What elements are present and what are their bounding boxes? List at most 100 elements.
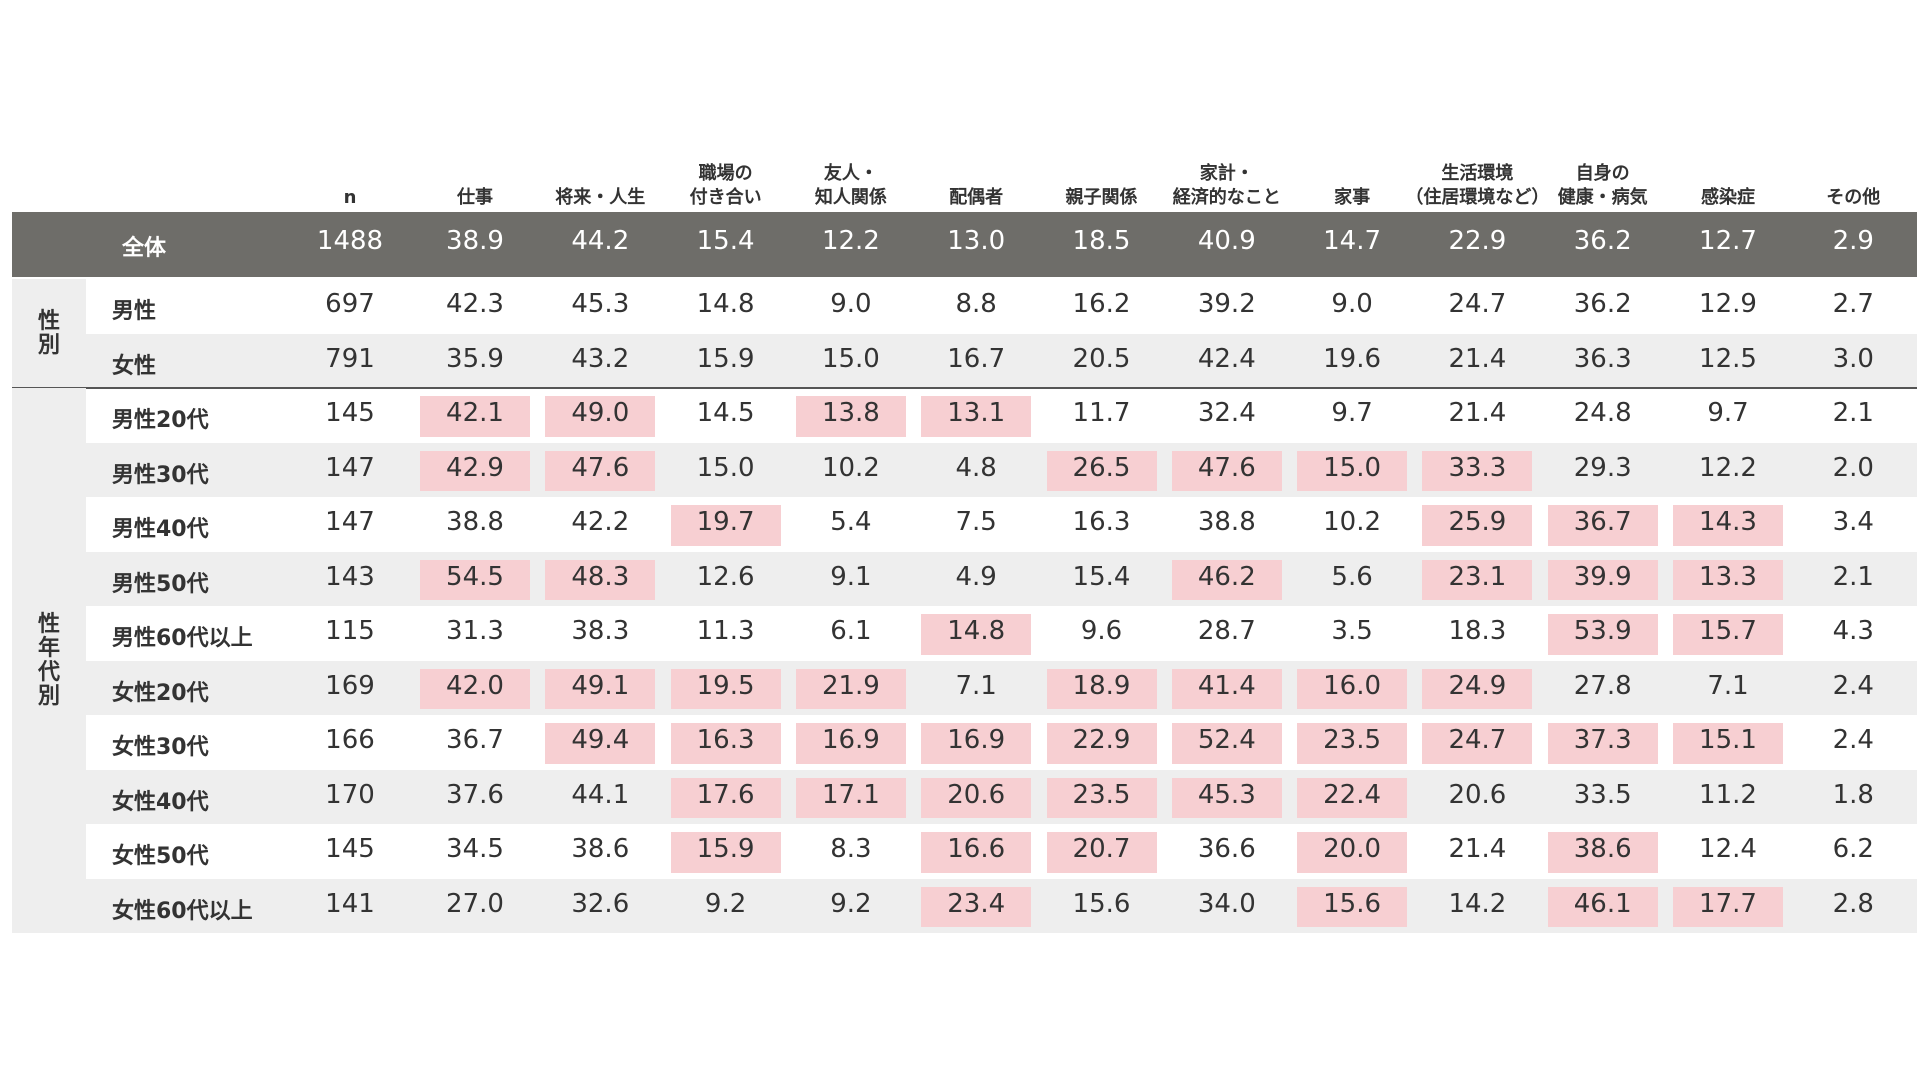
cell-value: 20.5 (1072, 343, 1131, 374)
highlight-cell (795, 396, 906, 437)
cell-value: 20.0 (1323, 834, 1382, 864)
row-n: 141 (325, 888, 375, 919)
total-value: 22.9 (1448, 226, 1507, 256)
cell-value: 15.7 (1699, 616, 1757, 646)
cell-value: 19.6 (1323, 343, 1382, 374)
highlight-cell (545, 450, 656, 491)
column-header: 親子関係 (1065, 187, 1138, 208)
highlight-cell (1171, 559, 1282, 600)
total-value: 44.2 (571, 226, 630, 256)
row-stripe (86, 442, 1917, 497)
cell-value: 9.7 (1331, 398, 1373, 428)
highlight-cell (1046, 777, 1157, 818)
cell-value: 36.7 (446, 725, 504, 755)
highlight-cell (1547, 723, 1658, 764)
highlight-cell (545, 668, 656, 709)
cell-value: 33.5 (1573, 779, 1632, 810)
highlight-cell (1547, 886, 1658, 927)
cell-value: 36.3 (1573, 343, 1632, 374)
column-header: 職場の 付き合い (689, 163, 762, 208)
group-separator (12, 387, 1917, 389)
cell-value: 24.9 (1448, 670, 1507, 701)
cell-value: 5.4 (830, 507, 872, 537)
cell-value: 4.8 (955, 452, 997, 483)
total-row-band (12, 212, 1917, 277)
cell-value: 7.1 (955, 670, 997, 701)
highlight-cell (1673, 505, 1783, 546)
cell-value: 41.4 (1197, 670, 1256, 701)
total-value: 18.5 (1072, 226, 1131, 256)
column-header-n: n (343, 187, 357, 208)
cell-value: 12.6 (696, 561, 755, 592)
cell-value: 21.4 (1448, 343, 1507, 374)
cell-value: 9.0 (1331, 289, 1373, 319)
highlight-cell (1297, 450, 1408, 491)
highlight-cell (1673, 614, 1783, 655)
cell-value: 9.2 (704, 888, 747, 919)
cell-value: 34.5 (446, 834, 504, 864)
highlight-cell (795, 777, 906, 818)
row-n: 147 (325, 507, 375, 537)
row-label: 男性20代 (112, 408, 209, 433)
cell-value: 27.8 (1573, 670, 1632, 701)
total-n: 1488 (316, 226, 384, 256)
cell-value: 9.6 (1080, 616, 1123, 646)
cell-value: 14.5 (696, 398, 755, 428)
highlight-cell (670, 723, 781, 764)
cell-value: 14.3 (1699, 507, 1757, 537)
highlight-cell (1171, 777, 1282, 818)
cell-value: 6.1 (830, 616, 872, 646)
cell-value: 36.6 (1197, 834, 1256, 864)
cell-value: 38.6 (571, 834, 630, 864)
row-n: 170 (325, 779, 375, 810)
cell-value: 8.8 (955, 289, 997, 319)
highlight-cell (1046, 723, 1157, 764)
cell-value: 2.1 (1832, 398, 1874, 428)
cell-value: 34.0 (1197, 888, 1256, 919)
cell-value: 11.3 (696, 616, 755, 646)
row-n: 115 (325, 616, 375, 646)
cell-value: 11.2 (1699, 779, 1757, 810)
cell-value: 13.1 (947, 398, 1006, 428)
row-label: 女性 (112, 353, 157, 379)
group-label-band (12, 279, 86, 388)
cell-value: 44.1 (571, 779, 630, 810)
column-header: 家計・ 経済的なこと (1172, 163, 1281, 208)
row-label: 女性60代以上 (112, 898, 253, 924)
highlight-cell (1046, 668, 1157, 709)
cell-value: 12.9 (1699, 289, 1757, 319)
cell-value: 16.9 (947, 725, 1006, 755)
cell-value: 32.4 (1197, 398, 1256, 428)
cell-value: 2.7 (1832, 289, 1874, 319)
cell-value: 11.7 (1072, 398, 1131, 428)
cell-value: 47.6 (1197, 452, 1256, 483)
cell-value: 20.6 (947, 779, 1006, 810)
cell-value: 18.9 (1072, 670, 1131, 701)
cell-value: 7.5 (955, 507, 997, 537)
cell-value: 2.8 (1832, 888, 1874, 919)
cell-value: 17.1 (821, 779, 880, 810)
highlight-cell (1673, 559, 1783, 600)
row-n: 147 (325, 452, 375, 483)
cell-value: 46.2 (1197, 561, 1256, 592)
cell-value: 10.2 (1323, 507, 1382, 537)
group-label-band (12, 388, 86, 933)
cell-value: 12.5 (1699, 343, 1757, 374)
cell-value: 12.4 (1699, 834, 1757, 864)
cell-value: 2.0 (1832, 452, 1874, 483)
cell-value: 9.7 (1707, 398, 1749, 428)
highlight-cell (1547, 505, 1658, 546)
cell-value: 16.3 (696, 725, 755, 755)
cell-value: 21.9 (821, 670, 880, 701)
cell-value: 15.9 (696, 834, 755, 864)
row-label: 男性30代 (112, 462, 209, 488)
cell-value: 46.1 (1573, 888, 1632, 919)
total-value: 12.2 (821, 226, 880, 256)
cell-value: 2.4 (1832, 725, 1874, 755)
cell-value: 3.4 (1832, 507, 1874, 537)
row-label: 女性30代 (112, 735, 209, 760)
cell-value: 38.6 (1573, 834, 1632, 864)
cell-value: 15.0 (696, 452, 755, 483)
cell-value: 9.2 (830, 888, 872, 919)
cell-value: 8.3 (830, 834, 872, 864)
